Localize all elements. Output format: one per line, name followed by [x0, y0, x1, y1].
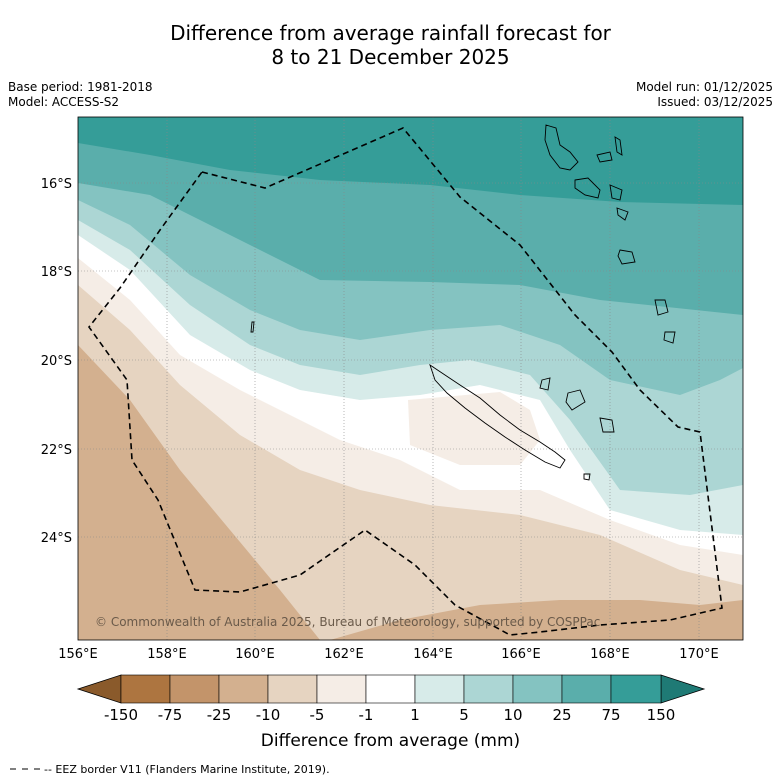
- colorbar-box-4: [267, 674, 318, 704]
- colorbar-box-9: [512, 674, 563, 704]
- coast-tanna: [654, 299, 669, 316]
- coast-malakula: [574, 177, 601, 199]
- band-fill-drier-west: [78, 345, 320, 640]
- lon-label-168: 168°E: [590, 647, 630, 662]
- meta-right: Model run: 01/12/2025 Issued: 03/12/2025: [636, 80, 773, 110]
- colorbar-box-11: [610, 674, 662, 704]
- model-run: Model run: 01/12/2025: [635, 80, 773, 94]
- lon-label-170: 170°E: [679, 647, 719, 662]
- colorbar-box-1: [120, 674, 171, 704]
- lon-label-164: 164°E: [413, 647, 453, 662]
- coast-efate: [617, 249, 636, 265]
- cb-tick-8: 5: [459, 706, 469, 724]
- cb-tick-6: -1: [359, 706, 374, 724]
- lat-label-24: 24°S: [41, 531, 72, 546]
- colorbar-label: Difference from average (mm): [260, 731, 521, 751]
- cb-tick-10: 25: [552, 706, 571, 724]
- title-line-2: 8 to 21 December 2025: [271, 45, 510, 69]
- colorbar-high-extend: [660, 674, 706, 704]
- cb-tick-7: 1: [410, 706, 420, 724]
- coast-isle-of-pines: [583, 473, 591, 481]
- base-period: Base period: 1981-2018: [8, 80, 153, 94]
- lon-label-166: 166°E: [501, 647, 541, 662]
- lon-label-156: 156°E: [58, 647, 98, 662]
- graticule: [78, 117, 743, 640]
- lon-label-162: 162°E: [324, 647, 364, 662]
- colorbar: [76, 674, 706, 704]
- coast-ouvea: [539, 377, 551, 391]
- colorbar-ticks: -150 -75 -25 -10 -5 -1 1 5 10 25 75 150: [104, 706, 675, 724]
- lon-label-158: 158°E: [147, 647, 187, 662]
- lat-axis-labels: 16°S 18°S 20°S 22°S 24°S: [41, 177, 72, 546]
- cb-tick-3: -25: [207, 706, 232, 724]
- lat-label-16: 16°S: [41, 177, 72, 192]
- coast-pentecost: [614, 136, 623, 156]
- coast-ambrym: [609, 184, 623, 201]
- eez-legend-text: -- EEZ border V11 (Flanders Marine Insti…: [44, 763, 330, 776]
- lat-label-22: 22°S: [41, 443, 72, 458]
- eez-border-line: [87, 127, 723, 636]
- coast-chesterfield: [250, 321, 255, 333]
- colorbar-box-7: [414, 674, 465, 704]
- colorbar-box-8: [463, 674, 514, 704]
- title-line-1: Difference from average rainfall forecas…: [170, 21, 611, 45]
- coastlines: [250, 124, 676, 481]
- cb-tick-1: -150: [104, 706, 138, 724]
- cb-tick-11: 75: [601, 706, 620, 724]
- cb-tick-9: 10: [503, 706, 522, 724]
- coast-lifou: [565, 389, 586, 411]
- colorbar-box-10: [561, 674, 612, 704]
- cb-tick-5: -5: [310, 706, 325, 724]
- lon-label-160: 160°E: [235, 647, 275, 662]
- issued-date: Issued: 03/12/2025: [657, 95, 773, 109]
- lat-label-20: 20°S: [41, 354, 72, 369]
- colorbar-box-2: [169, 674, 220, 704]
- coast-espiritu-santo: [544, 124, 579, 171]
- map-frame: [77, 116, 744, 641]
- coast-mare: [599, 417, 615, 433]
- lon-axis-labels: 156°E 158°E 160°E 162°E 164°E 166°E 168°…: [58, 647, 719, 662]
- coast-aneityum: [663, 331, 676, 344]
- colorbar-low-extend: [76, 674, 122, 704]
- lat-label-18: 18°S: [41, 265, 72, 280]
- coast-maewo: [596, 151, 613, 163]
- coast-epi: [616, 207, 629, 221]
- copyright-notice: © Commonwealth of Australia 2025, Bureau…: [95, 615, 600, 629]
- coast-new-caledonia: [429, 363, 566, 469]
- colorbar-box-5: [316, 674, 367, 704]
- meta-left: Base period: 1981-2018 Model: ACCESS-S2: [8, 80, 153, 110]
- patch-slight-dry: [408, 392, 540, 465]
- colorbar-box-3: [218, 674, 269, 704]
- cb-tick-12: 150: [647, 706, 676, 724]
- cb-tick-4: -10: [256, 706, 281, 724]
- cb-tick-2: -75: [158, 706, 183, 724]
- model-name: Model: ACCESS-S2: [8, 95, 120, 109]
- rainfall-field: © Commonwealth of Australia 2025, Bureau…: [78, 117, 743, 640]
- colorbar-box-6: [365, 674, 416, 704]
